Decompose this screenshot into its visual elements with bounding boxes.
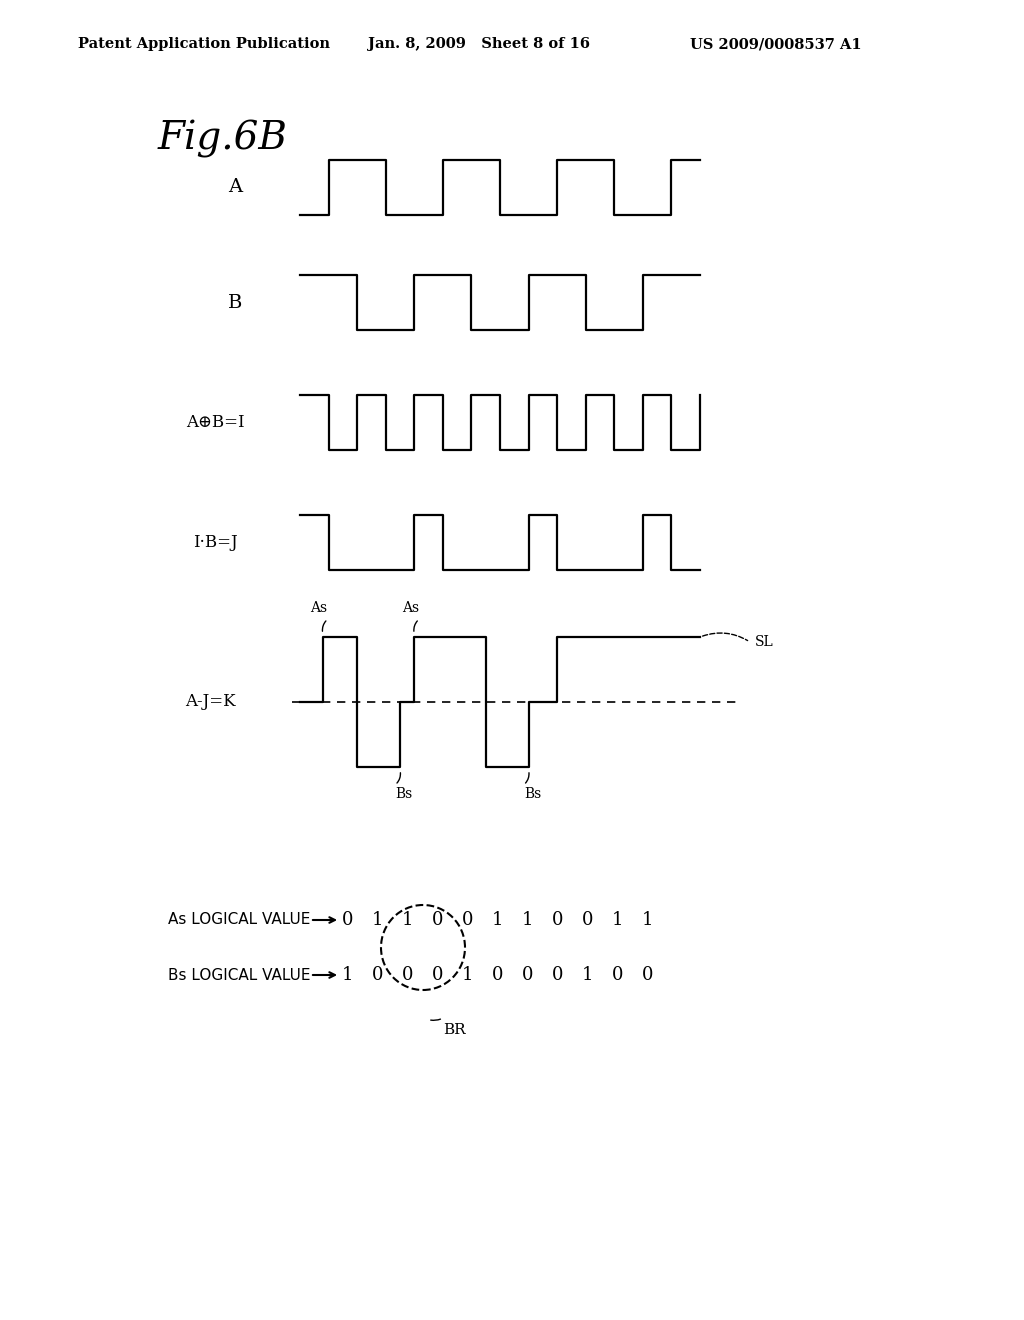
Text: A⊕B=I: A⊕B=I — [185, 414, 245, 432]
Text: 0: 0 — [373, 966, 384, 983]
Text: I·B=J: I·B=J — [193, 535, 238, 550]
Text: 1: 1 — [642, 911, 653, 929]
Text: 1: 1 — [612, 911, 624, 929]
Text: A-J=K: A-J=K — [184, 693, 236, 710]
Text: 0: 0 — [552, 911, 564, 929]
Text: As: As — [310, 601, 328, 615]
Text: 1: 1 — [522, 911, 534, 929]
Text: 0: 0 — [522, 966, 534, 983]
Text: 0: 0 — [432, 966, 443, 983]
Text: Bs: Bs — [524, 787, 542, 801]
Text: Bs LOGICAL VALUE: Bs LOGICAL VALUE — [168, 968, 310, 982]
Text: A: A — [228, 178, 242, 197]
Text: 0: 0 — [642, 966, 653, 983]
Text: Jan. 8, 2009   Sheet 8 of 16: Jan. 8, 2009 Sheet 8 of 16 — [368, 37, 590, 51]
Text: 0: 0 — [583, 911, 594, 929]
Text: 1: 1 — [373, 911, 384, 929]
Text: 0: 0 — [342, 911, 353, 929]
Text: SL: SL — [755, 635, 774, 649]
Text: 0: 0 — [612, 966, 624, 983]
Text: 1: 1 — [583, 966, 594, 983]
Text: 1: 1 — [493, 911, 504, 929]
Text: 0: 0 — [462, 911, 474, 929]
Text: Bs: Bs — [395, 787, 413, 801]
Text: Fig.6B: Fig.6B — [158, 120, 288, 158]
Text: As: As — [401, 601, 419, 615]
Text: 1: 1 — [342, 966, 353, 983]
Text: As LOGICAL VALUE: As LOGICAL VALUE — [168, 912, 310, 928]
Text: Patent Application Publication: Patent Application Publication — [78, 37, 330, 51]
Text: 0: 0 — [552, 966, 564, 983]
Text: 1: 1 — [402, 911, 414, 929]
Text: 0: 0 — [493, 966, 504, 983]
Text: US 2009/0008537 A1: US 2009/0008537 A1 — [690, 37, 861, 51]
Text: BR: BR — [443, 1023, 466, 1038]
Text: B: B — [227, 293, 243, 312]
Text: 1: 1 — [462, 966, 474, 983]
Text: 0: 0 — [432, 911, 443, 929]
Text: 0: 0 — [402, 966, 414, 983]
